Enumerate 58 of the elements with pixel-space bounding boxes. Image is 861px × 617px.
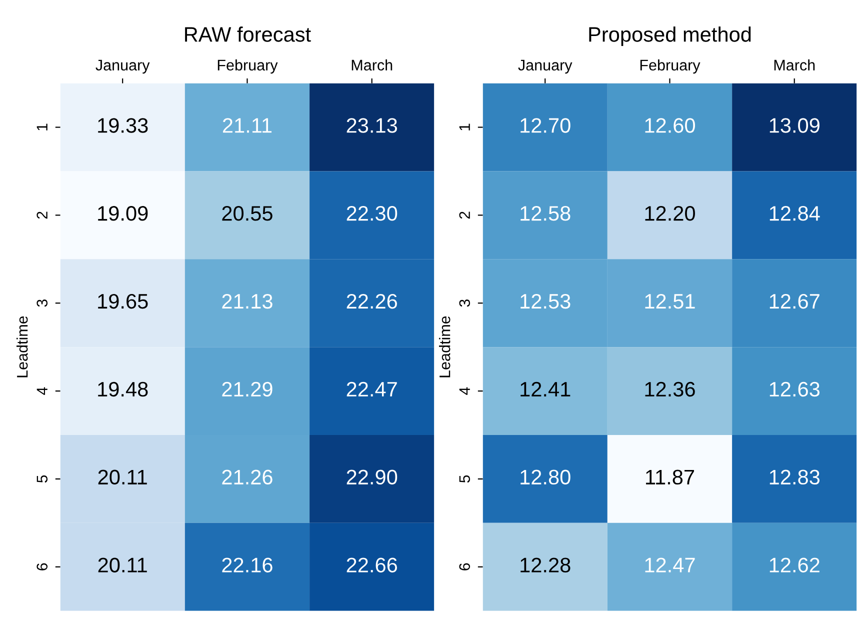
data-label: 22.16: [222, 558, 272, 572]
data-label: 19.09: [98, 206, 148, 221]
data-label: 22.66: [346, 558, 398, 572]
y-axis-title: Leadtime: [439, 316, 450, 378]
data-label: 22.47: [346, 382, 397, 396]
data-label: 12.58: [520, 206, 570, 221]
data-label: 12.60: [645, 118, 695, 133]
data-label: 12.70: [520, 118, 570, 133]
data-label: 12.53: [520, 294, 570, 309]
data-label: 23.13: [346, 118, 398, 133]
data-label: 12.67: [770, 294, 820, 309]
y-tick-label: 4: [36, 387, 48, 395]
data-label: 12.63: [770, 382, 820, 397]
y-tick-label: 6: [36, 563, 48, 570]
data-label: 22.90: [346, 470, 398, 485]
data-label: 12.36: [645, 382, 695, 397]
x-tick-label: March: [774, 59, 815, 71]
data-label: 12.51: [645, 294, 695, 309]
data-label: 12.83: [770, 470, 820, 485]
y-axis-title: Leadtime: [16, 316, 28, 378]
y-tick-label: 3: [459, 300, 470, 307]
data-label: 12.28: [520, 558, 570, 572]
data-label: 19.33: [98, 118, 148, 133]
y-tick-label: 1: [459, 124, 470, 130]
x-tick-label: February: [218, 59, 278, 74]
data-label: 11.87: [646, 470, 694, 485]
x-tick-label: March: [352, 59, 392, 71]
data-label: 12.20: [645, 206, 695, 221]
data-label: 13.09: [770, 118, 820, 133]
y-tick-label: 5: [36, 475, 48, 483]
data-label: 22.30: [346, 206, 398, 221]
chart-title: Proposed method: [589, 26, 751, 46]
x-tick-label: January: [96, 60, 150, 74]
data-label: 12.41: [520, 382, 570, 396]
y-tick-label: 5: [459, 475, 470, 483]
data-label: 19.48: [98, 382, 148, 397]
y-tick-label: 6: [459, 563, 470, 570]
y-tick-label: 1: [36, 124, 48, 130]
data-label: 21.13: [222, 294, 272, 309]
data-label: 21.29: [222, 382, 272, 397]
y-tick-label: 3: [36, 300, 48, 307]
y-tick-label: 4: [459, 387, 470, 395]
data-label: 21.26: [222, 470, 272, 485]
data-label: 22.26: [346, 294, 398, 309]
x-tick-label: January: [518, 60, 572, 74]
data-label: 20.11: [98, 558, 147, 572]
y-tick-label: 2: [459, 212, 470, 219]
data-label: 21.11: [222, 118, 272, 133]
data-label: 20.11: [98, 470, 147, 485]
chart-title: RAW forecast: [185, 26, 311, 42]
data-label: 19.65: [98, 294, 148, 309]
data-label: 12.80: [520, 470, 570, 485]
data-label: 20.55: [222, 206, 272, 221]
data-label: 12.62: [770, 558, 820, 572]
x-tick-label: February: [640, 59, 700, 74]
y-tick-label: 2: [36, 212, 48, 219]
data-label: 12.47: [645, 558, 695, 572]
data-label: 12.84: [770, 206, 820, 221]
